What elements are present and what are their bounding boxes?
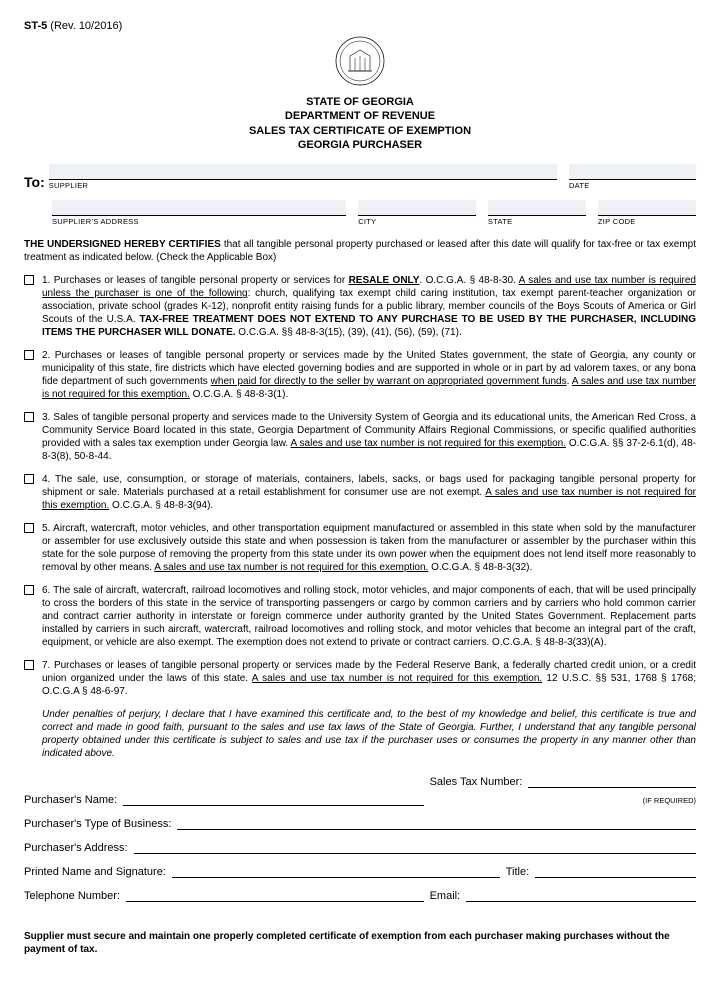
exemption-text-1: 1. Purchases or leases of tangible perso… (42, 274, 696, 339)
zip-label: ZIP CODE (598, 217, 696, 226)
supplier-label: SUPPLIER (49, 181, 557, 190)
purchaser-name-label: Purchaser's Name: (24, 794, 117, 806)
phone-label: Telephone Number: (24, 890, 120, 902)
supplier-address-label: SUPPLIER'S ADDRESS (52, 217, 346, 226)
exemption-item: 5. Aircraft, watercraft, motor vehicles,… (24, 522, 696, 574)
supplier-input[interactable] (49, 164, 557, 180)
printed-sig-input[interactable] (172, 864, 500, 878)
page-title: STATE OF GEORGIA DEPARTMENT OF REVENUE S… (24, 95, 696, 152)
exemption-item: 4. The sale, use, consumption, or storag… (24, 473, 696, 512)
date-label: DATE (569, 181, 696, 190)
header-line-2: DEPARTMENT OF REVENUE (24, 109, 696, 123)
state-input[interactable] (488, 200, 586, 216)
sig-row-sign: Printed Name and Signature: Title: (24, 864, 696, 878)
purchaser-address-input[interactable] (134, 840, 696, 854)
printed-sig-label: Printed Name and Signature: (24, 866, 166, 878)
checkbox-3[interactable] (24, 412, 34, 422)
to-row: To: SUPPLIER DATE (24, 164, 696, 190)
exemption-item: 2. Purchases or leases of tangible perso… (24, 349, 696, 401)
exemption-text-3: 3. Sales of tangible personal property a… (42, 411, 696, 463)
state-label: STATE (488, 217, 586, 226)
exemption-text-5: 5. Aircraft, watercraft, motor vehicles,… (42, 522, 696, 574)
purchaser-address-label: Purchaser's Address: (24, 842, 128, 854)
checkbox-7[interactable] (24, 660, 34, 670)
email-label: Email: (430, 890, 461, 902)
to-label: To: (24, 174, 45, 190)
if-required-note: (IF REQUIRED) (643, 796, 696, 805)
perjury-text: Under penalties of perjury, I declare th… (24, 708, 696, 760)
certify-lead: THE UNDERSIGNED HEREBY CERTIFIES (24, 239, 221, 250)
exemption-text-6: 6. The sale of aircraft, watercraft, rai… (42, 584, 696, 649)
purchaser-name-input[interactable] (123, 792, 423, 806)
sig-row-addr: Purchaser's Address: (24, 840, 696, 854)
city-input[interactable] (358, 200, 476, 216)
header-line-4: GEORGIA PURCHASER (24, 138, 696, 152)
exemption-text-2: 2. Purchases or leases of tangible perso… (42, 349, 696, 401)
sales-tax-input[interactable] (528, 774, 696, 788)
phone-input[interactable] (126, 888, 424, 902)
header-line-1: STATE OF GEORGIA (24, 95, 696, 109)
exemption-item: 1. Purchases or leases of tangible perso… (24, 274, 696, 339)
checkbox-5[interactable] (24, 523, 34, 533)
address-row: SUPPLIER'S ADDRESS CITY STATE ZIP CODE (24, 200, 696, 226)
state-seal-icon (24, 36, 696, 89)
sales-tax-label: Sales Tax Number: (430, 776, 523, 788)
form-revision: (Rev. 10/2016) (50, 20, 122, 32)
header-line-3: SALES TAX CERTIFICATE OF EXEMPTION (24, 124, 696, 138)
exemption-item: 7. Purchases or leases of tangible perso… (24, 659, 696, 698)
footer-text: Supplier must secure and maintain one pr… (24, 930, 696, 956)
supplier-address-input[interactable] (52, 200, 346, 216)
email-input[interactable] (466, 888, 696, 902)
exemption-text-7: 7. Purchases or leases of tangible perso… (42, 659, 696, 698)
checkbox-1[interactable] (24, 275, 34, 285)
exemption-item: 6. The sale of aircraft, watercraft, rai… (24, 584, 696, 649)
form-id: ST-5 (Rev. 10/2016) (24, 20, 696, 32)
date-input[interactable] (569, 164, 696, 180)
sig-row-name: Purchaser's Name: Sales Tax Number: (IF … (24, 774, 696, 806)
form-number: ST-5 (24, 20, 47, 32)
checkbox-6[interactable] (24, 585, 34, 595)
type-biz-input[interactable] (177, 816, 696, 830)
checkbox-4[interactable] (24, 474, 34, 484)
title-input[interactable] (535, 864, 696, 878)
exemption-item: 3. Sales of tangible personal property a… (24, 411, 696, 463)
sig-row-biz: Purchaser's Type of Business: (24, 816, 696, 830)
checkbox-2[interactable] (24, 350, 34, 360)
type-biz-label: Purchaser's Type of Business: (24, 818, 171, 830)
zip-input[interactable] (598, 200, 696, 216)
sig-row-contact: Telephone Number: Email: (24, 888, 696, 902)
certify-text: THE UNDERSIGNED HEREBY CERTIFIES that al… (24, 238, 696, 264)
title-label: Title: (506, 866, 529, 878)
exemption-text-4: 4. The sale, use, consumption, or storag… (42, 473, 696, 512)
city-label: CITY (358, 217, 476, 226)
